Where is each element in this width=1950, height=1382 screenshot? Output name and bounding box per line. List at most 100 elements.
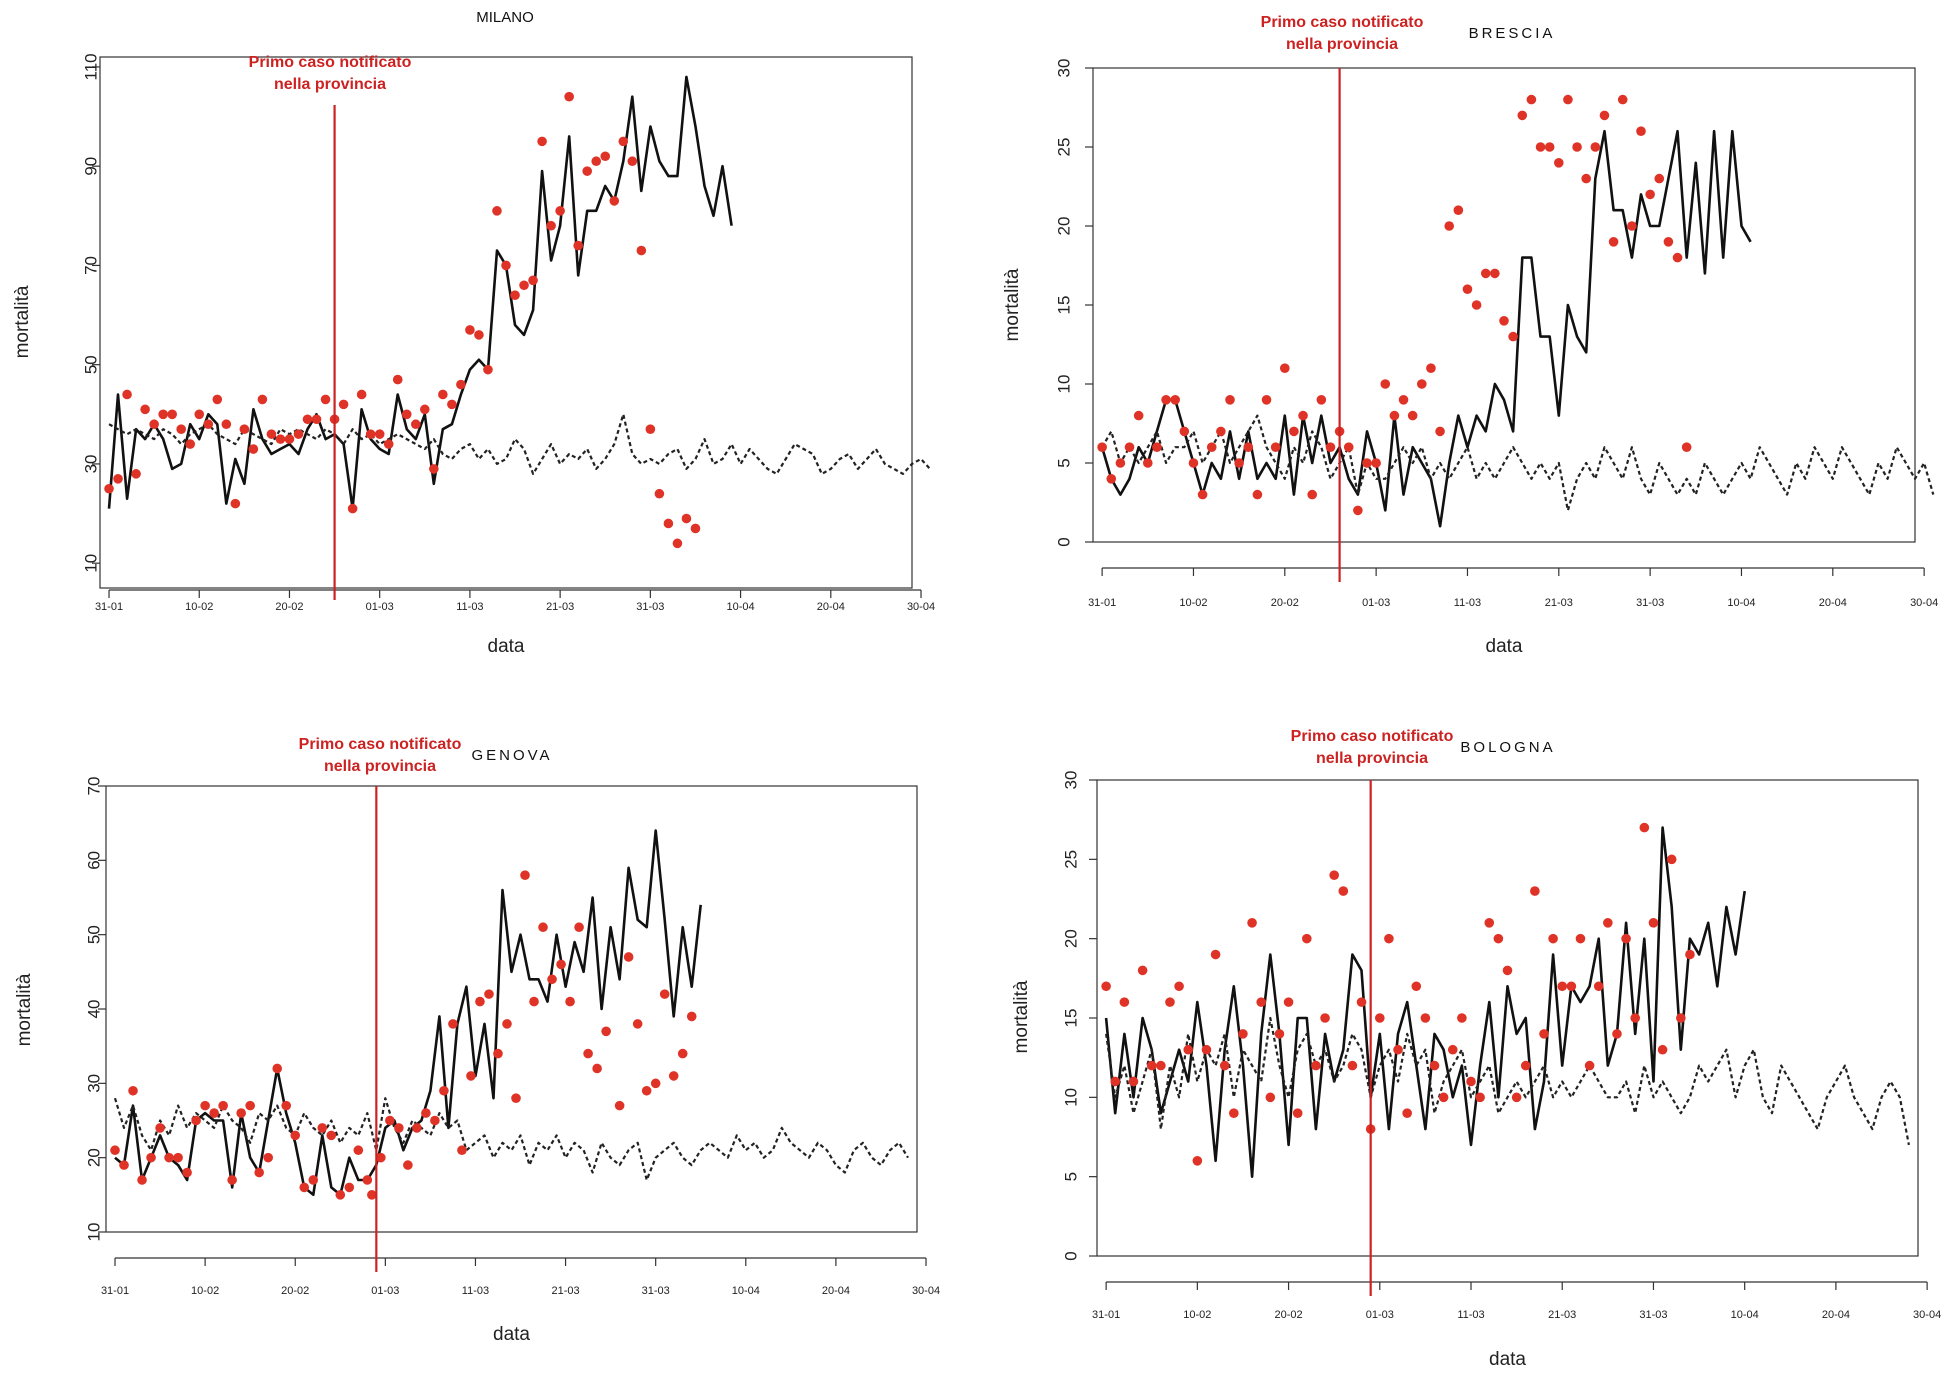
data-point — [1471, 300, 1482, 310]
data-point — [1137, 965, 1148, 976]
data-point — [1270, 442, 1281, 453]
data-point — [1325, 442, 1336, 453]
data-point — [1572, 142, 1582, 152]
data-point — [591, 156, 602, 167]
x-tick-label: 31-03 — [636, 601, 664, 613]
data-point — [1307, 489, 1317, 500]
data-point — [131, 469, 141, 479]
x-tick-label: 31-01 — [1088, 597, 1116, 609]
data-point — [1252, 489, 1263, 500]
data-point — [1627, 221, 1637, 231]
data-point — [1475, 1092, 1485, 1103]
data-point — [1499, 316, 1509, 326]
y-tick-label: 20 — [1054, 217, 1073, 236]
data-point — [1183, 1044, 1194, 1055]
data-point — [502, 1019, 512, 1029]
data-point — [1429, 1060, 1440, 1071]
x-tick-label: 10-04 — [727, 601, 755, 613]
data-point — [465, 325, 475, 335]
x-tick-label: 11-03 — [462, 1285, 489, 1297]
data-point — [367, 1190, 377, 1200]
y-tick-label: 0 — [1061, 1251, 1080, 1260]
data-point — [1316, 395, 1327, 405]
data-point — [1636, 126, 1646, 136]
data-point — [1133, 410, 1144, 421]
data-point — [484, 989, 494, 999]
data-point — [1654, 173, 1665, 184]
data-point — [1575, 933, 1586, 944]
data-point — [272, 1063, 283, 1074]
x-tick-label: 21-03 — [551, 1285, 579, 1297]
data-point — [686, 1011, 697, 1022]
data-point — [1256, 997, 1266, 1007]
y-tick-label: 10 — [81, 554, 100, 573]
data-point — [1393, 1044, 1403, 1055]
data-point — [1508, 331, 1518, 342]
data-point — [1371, 458, 1381, 468]
data-point — [1435, 426, 1445, 437]
data-point — [564, 91, 574, 102]
plot-frame — [1096, 779, 1919, 1257]
data-point — [538, 922, 548, 933]
data-point — [1554, 158, 1564, 168]
first-case-label: Primo caso notificato — [249, 54, 412, 71]
data-point — [284, 434, 295, 444]
y-axis-title: mortalità — [14, 973, 35, 1046]
x-tick-label: 10-04 — [1731, 1309, 1759, 1321]
x-tick-label: 01-03 — [366, 601, 394, 613]
y-tick-label: 5 — [1054, 458, 1073, 467]
data-point — [376, 1152, 386, 1163]
data-point — [1672, 252, 1683, 263]
x-tick-label: 20-02 — [275, 601, 303, 613]
data-point — [1447, 1044, 1458, 1055]
data-point — [1143, 458, 1153, 468]
data-point — [1192, 1156, 1203, 1166]
data-point — [403, 1160, 413, 1170]
x-tick-label: 11-03 — [456, 601, 483, 613]
data-point — [1097, 442, 1107, 453]
data-point — [1347, 1060, 1358, 1071]
y-axis-title: mortalità — [12, 285, 33, 358]
first-case-label-line2: nella provincia — [324, 758, 436, 775]
chart-title: BRESCIA — [1469, 25, 1556, 42]
data-point — [362, 1175, 373, 1185]
observed-line — [107, 75, 733, 510]
data-point — [1535, 142, 1546, 152]
y-tick-label: 25 — [1061, 850, 1080, 869]
y-tick-label: 50 — [81, 355, 100, 374]
y-tick-label: 20 — [1061, 929, 1080, 948]
x-tick-label: 30-04 — [1910, 597, 1938, 609]
data-point — [1666, 854, 1677, 865]
data-point — [293, 429, 304, 439]
data-point — [583, 1048, 593, 1059]
x-tick-label: 21-03 — [1545, 597, 1573, 609]
data-point — [1210, 949, 1221, 960]
data-point — [344, 1182, 355, 1193]
data-point — [1557, 981, 1568, 992]
data-point — [1152, 442, 1162, 453]
data-point — [412, 1123, 422, 1133]
data-point — [447, 399, 457, 410]
data-point — [1353, 505, 1363, 516]
data-point — [1161, 395, 1171, 405]
data-point — [230, 498, 241, 509]
data-point — [1480, 268, 1491, 279]
data-point — [632, 1019, 643, 1029]
y-tick-label: 30 — [81, 454, 100, 473]
data-point — [353, 1145, 364, 1156]
data-point — [1398, 395, 1409, 405]
data-point — [122, 389, 132, 400]
data-point — [1402, 1108, 1412, 1118]
data-point — [1197, 489, 1208, 500]
x-tick-label: 10-04 — [732, 1285, 760, 1297]
x-axis-title: data — [488, 636, 525, 657]
y-tick-label: 15 — [1061, 1009, 1080, 1028]
x-tick-label: 21-03 — [546, 601, 574, 613]
data-point — [221, 419, 232, 430]
data-point — [239, 424, 250, 434]
data-point — [627, 156, 638, 167]
data-point — [420, 404, 430, 415]
data-point — [1581, 173, 1591, 184]
x-tick-label: 31-01 — [101, 1285, 129, 1297]
